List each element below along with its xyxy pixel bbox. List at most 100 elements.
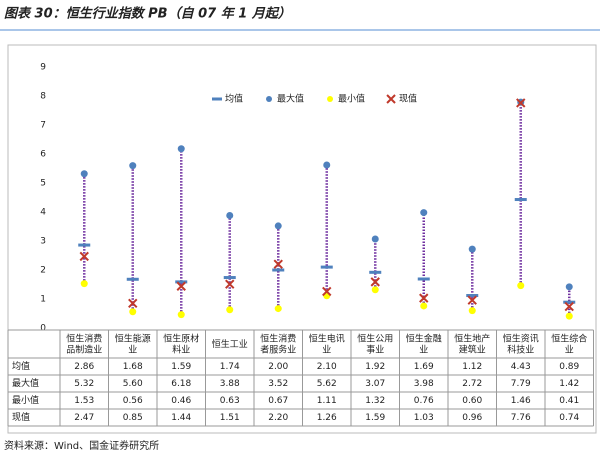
table-cell: 0.76 xyxy=(414,396,434,406)
y-tick-label: 5 xyxy=(40,179,46,189)
current-marker xyxy=(467,295,477,305)
mean-marker xyxy=(466,294,479,298)
point-marker xyxy=(468,245,476,253)
column-header: 恒生综合业 xyxy=(551,332,587,355)
point-marker xyxy=(80,170,88,178)
point-marker xyxy=(80,280,88,288)
legend-swatch xyxy=(266,96,273,102)
column-header: 恒生电讯业 xyxy=(309,332,345,355)
y-tick-label: 9 xyxy=(40,63,46,73)
current-marker xyxy=(564,301,574,312)
legend-label: 最大值 xyxy=(277,93,304,105)
legend-item: 最大值 xyxy=(266,93,304,105)
cross xyxy=(176,281,186,291)
table-cell: 3.07 xyxy=(365,379,385,389)
table-cell: 0.63 xyxy=(220,396,240,406)
table-cell: 7.79 xyxy=(511,379,531,389)
point-marker xyxy=(129,162,137,170)
table-cell: 3.88 xyxy=(220,379,240,389)
current-marker xyxy=(516,98,526,108)
y-tick-label: 1 xyxy=(40,295,46,305)
column-header: 恒生消费者服务业 xyxy=(260,332,296,355)
table-cell: 0.60 xyxy=(462,396,482,406)
table-cell: 0.46 xyxy=(171,396,191,406)
current-marker xyxy=(79,251,89,262)
table-cell: 1.32 xyxy=(365,396,385,406)
mean-marker xyxy=(272,268,285,272)
table-cell: 1.51 xyxy=(220,413,240,423)
point-marker xyxy=(226,211,234,219)
mean-marker xyxy=(223,276,236,280)
mean-marker xyxy=(563,300,576,304)
current-marker xyxy=(273,259,283,269)
mean-marker xyxy=(417,277,430,281)
point-marker xyxy=(517,282,525,290)
cross xyxy=(322,286,332,297)
cross xyxy=(467,295,477,305)
table-cell: 1.74 xyxy=(220,362,240,372)
source: 资料来源：Wind、国金证券研究所 xyxy=(4,439,159,452)
table-cell: 5.32 xyxy=(74,379,94,389)
legend-label: 最小值 xyxy=(338,93,365,105)
column-header: 恒生能源业 xyxy=(115,332,151,355)
mean-marker xyxy=(369,270,382,274)
table-cell: 1.59 xyxy=(171,362,191,372)
current-marker xyxy=(225,279,235,289)
cross xyxy=(370,277,380,287)
table-cell: 4.43 xyxy=(511,362,531,372)
point-marker xyxy=(129,308,137,316)
table-cell: 0.85 xyxy=(123,413,143,423)
table-cell: 2.72 xyxy=(462,379,482,389)
mean-marker xyxy=(175,280,188,284)
table-cell: 5.60 xyxy=(123,379,143,389)
cross xyxy=(79,251,89,262)
legend-label: 均值 xyxy=(225,93,243,105)
table-cell: 2.20 xyxy=(268,413,288,423)
cross xyxy=(564,301,574,312)
column-header: 恒生原材料业 xyxy=(163,332,199,355)
y-tick-label: 3 xyxy=(40,237,46,247)
table-cell: 7.76 xyxy=(511,413,531,423)
point-marker xyxy=(226,306,234,314)
column-header: 恒生地产建筑业 xyxy=(454,332,490,355)
table-cell: 6.18 xyxy=(171,379,191,389)
legend-item: 最小值 xyxy=(327,93,365,105)
current-marker xyxy=(128,298,138,309)
current-marker xyxy=(322,286,332,297)
legend-item: 现值 xyxy=(386,93,417,105)
table-cell: 0.89 xyxy=(559,362,579,372)
column-header: 恒生消费品制造业 xyxy=(66,332,102,355)
frame xyxy=(7,44,597,434)
point-marker xyxy=(565,312,573,320)
legend-swatch xyxy=(212,97,222,101)
y-tick-label: 0 xyxy=(40,324,46,334)
current-marker xyxy=(176,281,186,291)
table-cell: 2.00 xyxy=(268,362,288,372)
y-tick-label: 4 xyxy=(40,208,46,218)
row-header: 最小值 xyxy=(12,394,39,406)
table-cell: 1.92 xyxy=(365,362,385,372)
table-cell: 3.52 xyxy=(268,379,288,389)
point-marker xyxy=(274,222,282,230)
column-header: 恒生公用事业 xyxy=(357,332,393,355)
column-header: 恒生资讯科技业 xyxy=(503,332,539,355)
table-cell: 5.62 xyxy=(317,379,337,389)
mean-marker xyxy=(78,243,91,247)
mean-marker xyxy=(126,277,139,281)
table-cell: 2.86 xyxy=(74,362,94,372)
row-header: 现值 xyxy=(12,411,30,423)
column-header: 恒生工业 xyxy=(212,338,248,350)
table-cell: 1.12 xyxy=(462,362,482,372)
mean-marker xyxy=(514,198,527,202)
point-marker xyxy=(565,283,573,291)
legend-swatch xyxy=(327,96,334,102)
table-cell: 1.44 xyxy=(171,413,191,423)
point-marker xyxy=(468,307,476,315)
point-marker xyxy=(371,286,379,294)
y-tick-label: 6 xyxy=(40,150,46,160)
table-cell: 1.46 xyxy=(511,396,531,406)
point-marker xyxy=(371,235,379,243)
point-marker xyxy=(274,305,282,313)
table-cell: 0.67 xyxy=(268,396,288,406)
cross xyxy=(128,298,138,309)
